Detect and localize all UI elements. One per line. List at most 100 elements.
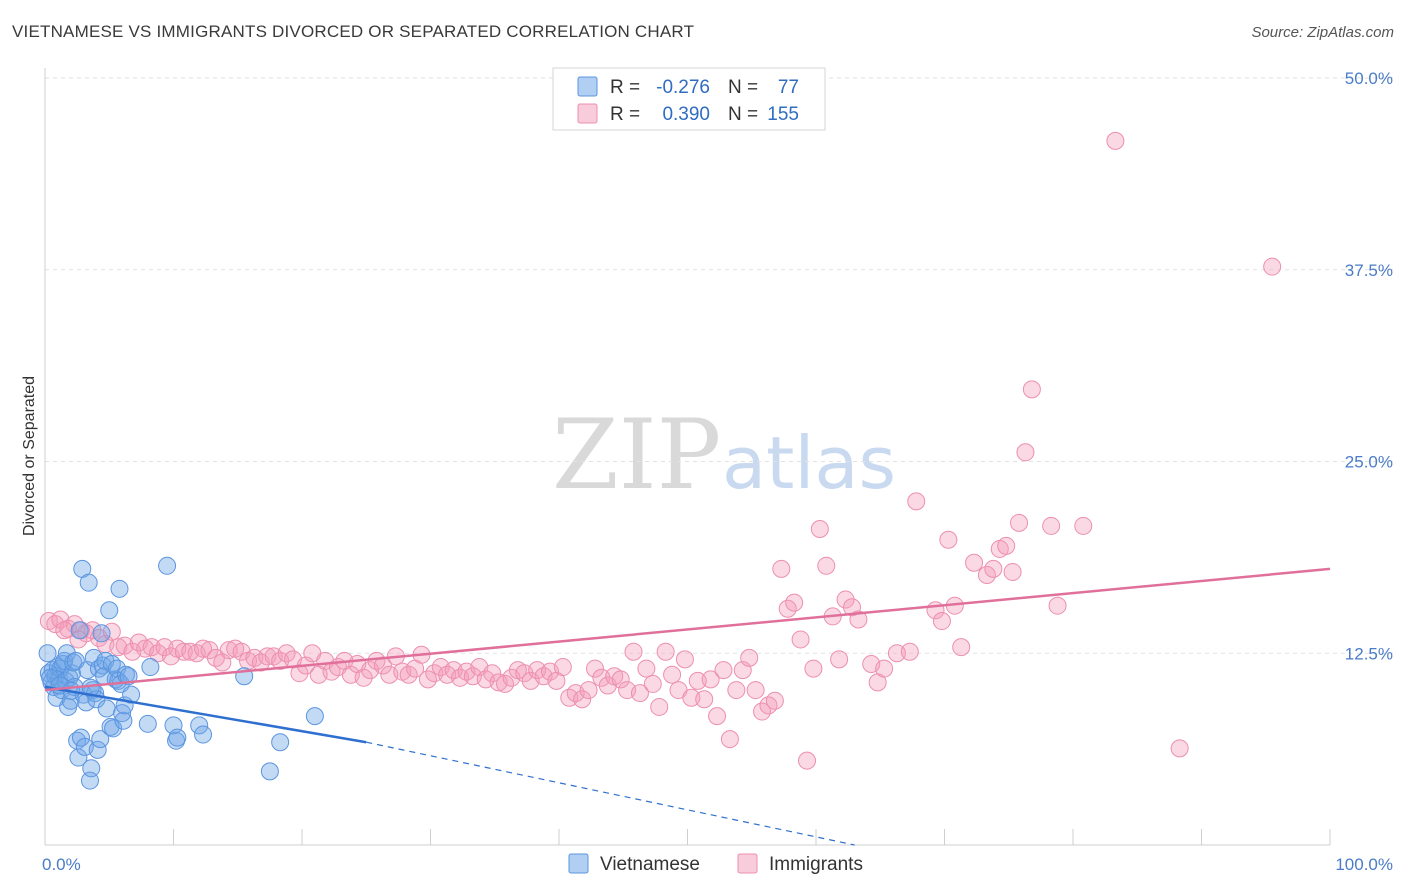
data-point-immigrants — [1003, 562, 1022, 581]
data-point-immigrants — [830, 650, 849, 669]
data-point-vietnamese — [110, 579, 129, 598]
data-point-immigrants — [367, 651, 386, 670]
data-point-immigrants — [997, 536, 1016, 555]
data-point-vietnamese — [114, 711, 133, 730]
data-point-immigrants — [444, 661, 463, 680]
data-point-vietnamese — [100, 601, 119, 620]
data-point-immigrants — [483, 664, 502, 683]
data-point-immigrants — [836, 590, 855, 609]
data-point-immigrants — [643, 674, 662, 693]
data-point-immigrants — [55, 621, 74, 640]
data-point-immigrants — [1016, 443, 1035, 462]
data-point-immigrants — [887, 644, 906, 663]
gridlines — [45, 77, 1393, 654]
series-vietnamese-points — [38, 556, 324, 790]
bottom-legend-swatch-vietnamese — [568, 853, 589, 874]
data-point-immigrants — [219, 641, 238, 660]
data-point-immigrants — [585, 659, 604, 678]
data-point-vietnamese — [79, 573, 98, 592]
data-point-immigrants — [560, 688, 579, 707]
data-point-immigrants — [695, 690, 714, 709]
data-point-vietnamese — [104, 719, 123, 738]
chart-title: VIETNAMESE VS IMMIGRANTS DIVORCED OR SEP… — [12, 22, 695, 41]
data-point-vietnamese — [70, 621, 89, 640]
data-point-immigrants — [817, 556, 836, 575]
data-point-vietnamese — [60, 668, 79, 687]
data-point-vietnamese — [92, 624, 111, 643]
y-tick-label: 12.5% — [1345, 644, 1393, 663]
trend-line-immigrants — [44, 567, 1331, 692]
data-point-immigrants — [765, 691, 784, 710]
x-tick-label-max: 100.0% — [1335, 855, 1393, 874]
legend-n-label-vietnamese: N = — [728, 77, 758, 98]
correlation-legend: R = -0.276 N = 77 R = 0.390 N = 155 — [552, 67, 826, 131]
data-point-immigrants — [804, 659, 823, 678]
data-point-immigrants — [785, 593, 804, 612]
data-point-immigrants — [701, 670, 720, 689]
data-point-vietnamese — [38, 644, 57, 663]
data-point-immigrants — [939, 530, 958, 549]
trend-line-vietnamese — [44, 685, 367, 744]
data-point-immigrants — [759, 696, 778, 715]
y-axis-title: Divorced or Separated — [21, 376, 38, 536]
data-point-immigrants — [952, 638, 971, 657]
data-point-vietnamese — [84, 648, 103, 667]
data-point-immigrants — [708, 707, 727, 726]
legend-r-value-immigrants: 0.390 — [662, 104, 710, 125]
x-tick-label-min: 0.0% — [42, 855, 81, 874]
data-point-immigrants — [637, 659, 656, 678]
data-point-vietnamese — [41, 668, 60, 687]
data-point-immigrants — [900, 642, 919, 661]
data-point-immigrants — [965, 553, 984, 572]
data-point-immigrants — [592, 668, 611, 687]
data-point-immigrants — [1106, 131, 1125, 150]
chart-source: Source: ZipAtlas.com — [1251, 24, 1394, 41]
data-point-immigrants — [1042, 516, 1061, 535]
data-point-vietnamese — [91, 730, 110, 749]
data-point-immigrants — [727, 681, 746, 700]
data-point-immigrants — [791, 630, 810, 649]
trend-lines — [44, 567, 1331, 846]
data-point-vietnamese — [57, 644, 76, 663]
data-point-immigrants — [656, 642, 675, 661]
legend-swatch-vietnamese — [577, 76, 598, 97]
data-point-vietnamese — [97, 699, 116, 718]
data-point-immigrants — [69, 630, 88, 649]
legend-swatch-immigrants — [577, 103, 598, 124]
legend-r-label-immigrants: R = — [610, 104, 640, 125]
trend-line-extension-vietnamese — [366, 741, 855, 846]
data-point-vietnamese — [305, 707, 324, 726]
data-point-vietnamese — [194, 725, 213, 744]
legend-n-value-immigrants: 155 — [767, 104, 799, 125]
data-point-immigrants — [271, 651, 290, 670]
data-point-immigrants — [714, 661, 733, 680]
data-point-immigrants — [194, 639, 213, 658]
watermark-zip: ZIP — [552, 399, 721, 511]
data-point-immigrants — [245, 648, 264, 667]
data-point-immigrants — [849, 610, 868, 629]
series-legend: Vietnamese Immigrants — [568, 853, 863, 875]
data-point-immigrants — [875, 659, 894, 678]
bottom-legend-swatch-immigrants — [737, 853, 758, 874]
data-point-immigrants — [630, 684, 649, 703]
data-point-immigrants — [675, 650, 694, 669]
watermark-atlas: atlas — [722, 421, 896, 505]
data-point-immigrants — [720, 730, 739, 749]
data-point-immigrants — [682, 688, 701, 707]
data-point-immigrants — [1263, 257, 1282, 276]
data-point-immigrants — [907, 492, 926, 511]
legend-n-label-immigrants: N = — [728, 104, 758, 125]
data-point-immigrants — [354, 668, 373, 687]
data-point-vietnamese — [82, 759, 101, 778]
data-point-vietnamese — [141, 658, 160, 677]
legend-box — [552, 67, 826, 131]
legend-n-value-vietnamese: 77 — [778, 77, 799, 98]
data-point-immigrants — [553, 658, 572, 677]
data-point-immigrants — [200, 641, 219, 660]
data-point-immigrants — [611, 670, 630, 689]
data-point-immigrants — [984, 559, 1003, 578]
data-point-immigrants — [688, 671, 707, 690]
bottom-legend-label-immigrants: Immigrants — [769, 854, 863, 875]
data-point-immigrants — [573, 690, 592, 709]
